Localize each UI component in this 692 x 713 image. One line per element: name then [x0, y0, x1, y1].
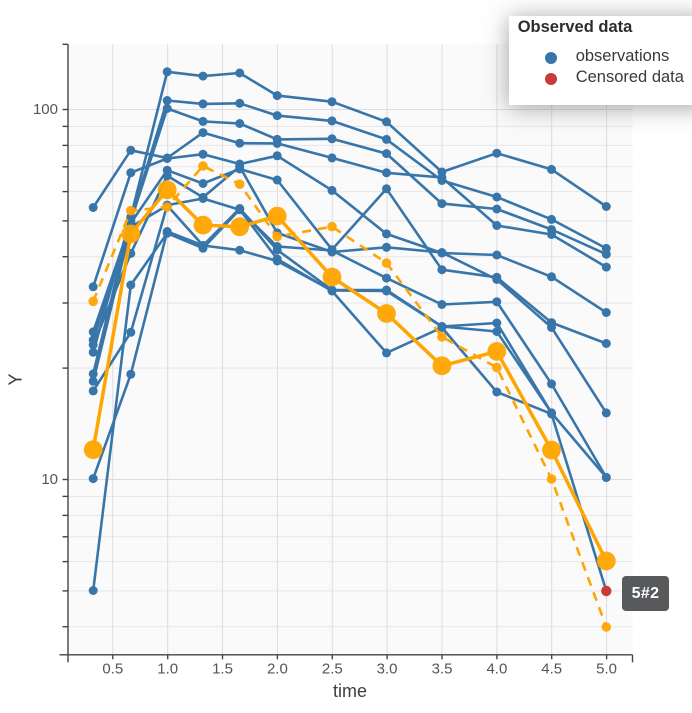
svg-text:1.0: 1.0: [157, 661, 178, 678]
svg-text:4.0: 4.0: [486, 661, 507, 678]
svg-text:3.0: 3.0: [377, 661, 398, 678]
svg-text:4.5: 4.5: [541, 661, 562, 678]
svg-text:1.5: 1.5: [212, 661, 233, 678]
svg-text:3.5: 3.5: [432, 661, 453, 678]
svg-text:0.5: 0.5: [102, 661, 123, 678]
svg-text:2.0: 2.0: [267, 661, 288, 678]
svg-text:2.5: 2.5: [322, 661, 343, 678]
svg-text:5.0: 5.0: [596, 661, 617, 678]
svg-text:time: time: [333, 681, 367, 701]
svg-text:10: 10: [41, 471, 58, 488]
svg-text:100: 100: [33, 101, 58, 118]
svg-text:Y: Y: [6, 373, 26, 385]
